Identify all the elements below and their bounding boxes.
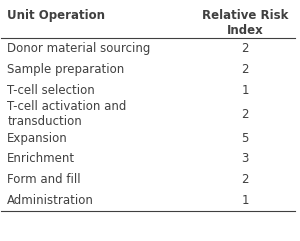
Text: 3: 3 (242, 153, 249, 166)
Text: 2: 2 (241, 108, 249, 121)
Text: Donor material sourcing: Donor material sourcing (7, 42, 151, 55)
Text: 5: 5 (242, 132, 249, 145)
Text: Expansion: Expansion (7, 132, 68, 145)
Text: 1: 1 (241, 84, 249, 97)
Text: 2: 2 (241, 173, 249, 186)
Text: Unit Operation: Unit Operation (7, 8, 105, 21)
Text: Administration: Administration (7, 194, 94, 207)
Text: Relative Risk
Index: Relative Risk Index (202, 8, 288, 37)
Text: Enrichment: Enrichment (7, 153, 75, 166)
Text: Form and fill: Form and fill (7, 173, 81, 186)
Text: T-cell selection: T-cell selection (7, 84, 95, 97)
Text: T-cell activation and
transduction: T-cell activation and transduction (7, 100, 127, 128)
Text: 2: 2 (241, 63, 249, 76)
Text: 2: 2 (241, 42, 249, 55)
Text: 1: 1 (241, 194, 249, 207)
Text: Sample preparation: Sample preparation (7, 63, 124, 76)
